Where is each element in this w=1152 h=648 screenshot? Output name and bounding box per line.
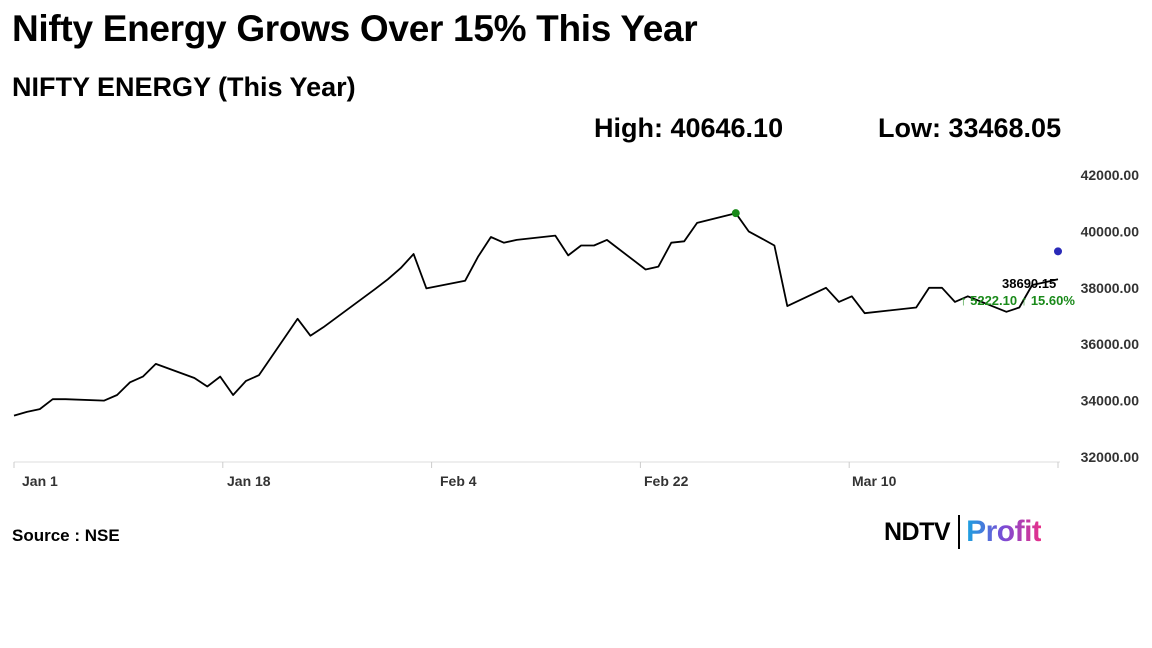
chart-title: NIFTY ENERGY (This Year) <box>12 72 356 102</box>
brand-divider <box>958 515 961 549</box>
y-tick-label: 40000.00 <box>1081 223 1140 239</box>
last-value-label: 38690.15 <box>1002 276 1056 291</box>
x-axis-ticks <box>13 462 1059 468</box>
y-tick-label: 38000.00 <box>1081 280 1140 296</box>
y-tick-label: 36000.00 <box>1081 336 1140 352</box>
y-tick-label: 34000.00 <box>1081 393 1140 409</box>
x-axis-labels: Jan 1 Jan 18 Feb 4 Feb 22 Mar 10 <box>22 473 897 489</box>
y-axis-labels: 42000.00 40000.00 38000.00 36000.00 34000.00… <box>1081 167 1140 465</box>
high-marker <box>731 209 740 218</box>
price-line <box>13 212 1059 417</box>
low-value: Low: 33468.05 <box>878 113 1062 143</box>
y-tick-label: 42000.00 <box>1081 167 1140 183</box>
y-tick-label: 32000.00 <box>1081 449 1140 465</box>
brand-logo: NDTV Profit <box>884 512 1042 552</box>
high-value: High: 40646.10 <box>594 113 784 143</box>
x-tick-label: Feb 22 <box>644 473 689 489</box>
change-label: ↑ 5222.10 ↑ 15.60% <box>960 293 1075 308</box>
x-tick-label: Feb 4 <box>440 473 477 489</box>
brand-profit: Profit <box>966 515 1042 548</box>
source-label: Source : NSE <box>12 526 120 545</box>
headline: Nifty Energy Grows Over 15% This Year <box>12 8 698 49</box>
x-tick-label: Jan 18 <box>227 473 271 489</box>
last-marker <box>1054 247 1062 256</box>
x-tick-label: Mar 10 <box>852 473 897 489</box>
brand-ndtv: NDTV <box>884 517 951 546</box>
x-tick-label: Jan 1 <box>22 473 58 489</box>
line-chart: 42000.00 40000.00 38000.00 36000.00 34000.00… <box>13 167 1140 489</box>
